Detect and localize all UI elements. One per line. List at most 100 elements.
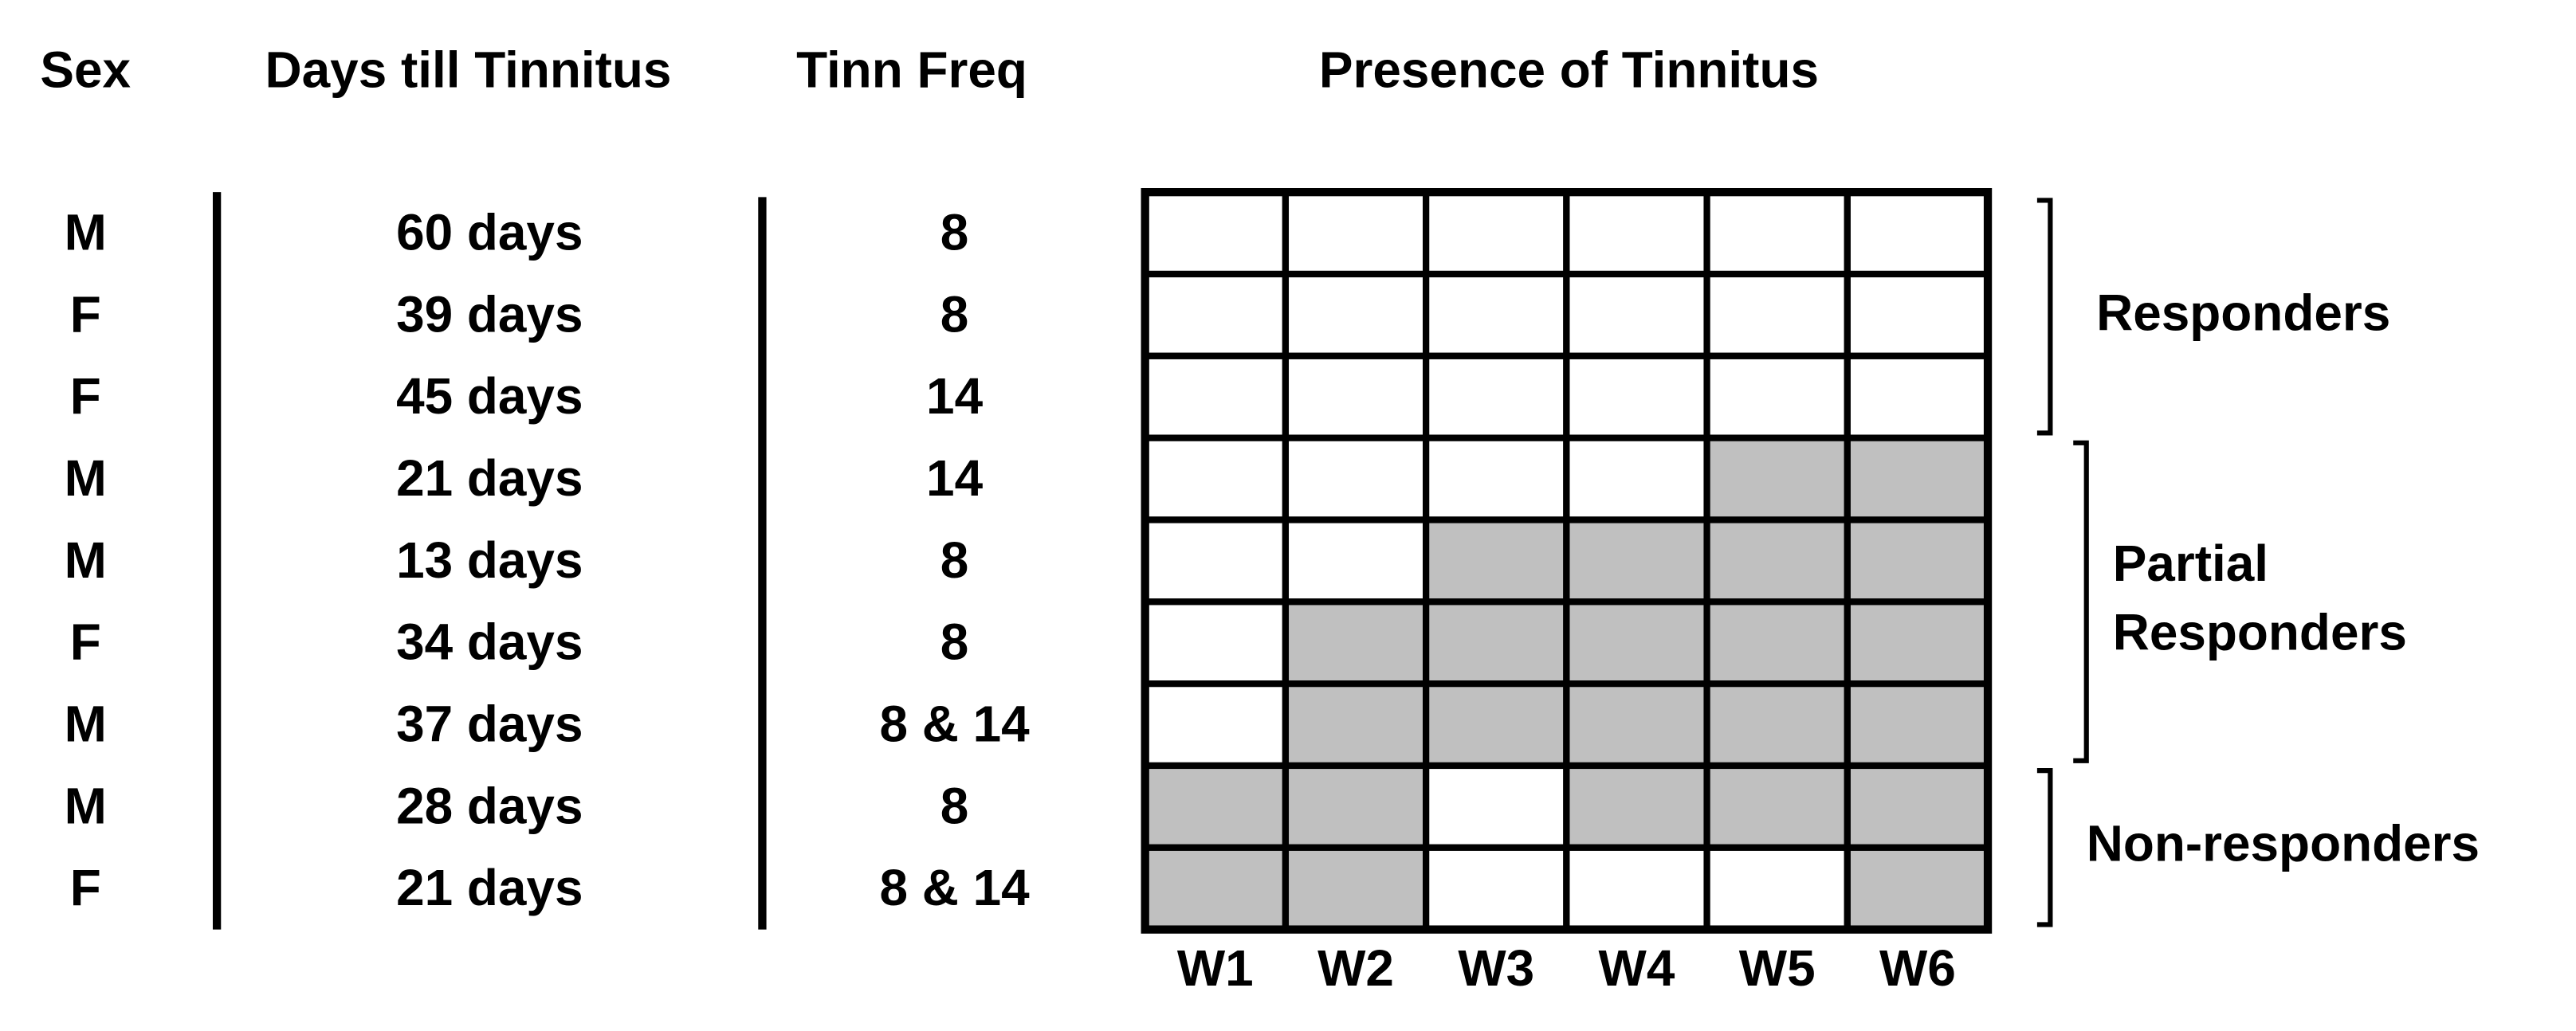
presence-cell (1703, 352, 1851, 441)
presence-cell (1563, 516, 1710, 606)
presence-cell (1703, 762, 1851, 851)
days: 45 days (396, 367, 583, 425)
days: 37 days (396, 696, 583, 753)
freq: 14 (926, 449, 984, 507)
presence-cell (1141, 189, 1290, 278)
presence-cell (1282, 680, 1430, 770)
week-label: W6 (1879, 939, 1956, 997)
presence-cell (1423, 434, 1570, 523)
sex: F (70, 285, 101, 343)
presence-cell (1563, 762, 1710, 851)
days: 13 days (396, 531, 583, 589)
days: 21 days (396, 449, 583, 507)
sex: F (70, 859, 101, 916)
presence-cell (1844, 762, 1992, 851)
presence-cell (1423, 270, 1570, 359)
grid-border (1141, 188, 1993, 934)
presence-cell (1563, 680, 1710, 770)
freq: 8 (940, 614, 969, 671)
presence-cell (1282, 516, 1430, 606)
presence-cell (1844, 352, 1992, 441)
presence-cell (1563, 270, 1710, 359)
freq: 8 (940, 531, 969, 589)
presence-cell (1282, 352, 1430, 441)
presence-cell (1141, 762, 1290, 851)
presence-cell (1282, 270, 1430, 359)
presence-cell (1423, 598, 1570, 688)
header-sex: Sex (40, 41, 131, 99)
bracket (2036, 198, 2053, 436)
presence-cell (1703, 844, 1851, 933)
presence-cell (1141, 844, 1290, 933)
presence-cell (1844, 270, 1992, 359)
presence-cell (1563, 844, 1710, 933)
days: 28 days (396, 777, 583, 834)
presence-cell (1703, 680, 1851, 770)
presence-cell (1703, 270, 1851, 359)
week-label: W5 (1739, 939, 1816, 997)
sex: F (70, 614, 101, 671)
presence-cell (1141, 434, 1290, 523)
presence-cell (1844, 189, 1992, 278)
sex: M (65, 531, 107, 589)
presence-cell (1703, 434, 1851, 523)
presence-cell (1703, 598, 1851, 688)
presence-cell (1423, 844, 1570, 933)
presence-cell (1563, 598, 1710, 688)
days: 34 days (396, 614, 583, 671)
group-label: Responders (2096, 284, 2390, 341)
presence-cell (1141, 516, 1290, 606)
sex: M (65, 777, 107, 834)
freq: 8 (940, 777, 969, 834)
days: 39 days (396, 285, 583, 343)
presence-cell (1282, 434, 1430, 523)
group-label: Partial (2113, 535, 2268, 592)
freq: 8 & 14 (879, 696, 1030, 753)
freq: 14 (926, 367, 984, 425)
days: 60 days (396, 204, 583, 261)
presence-cell (1563, 189, 1710, 278)
presence-cell (1141, 598, 1290, 688)
presence-cell (1423, 680, 1570, 770)
presence-cell (1282, 598, 1430, 688)
presence-cell (1282, 189, 1430, 278)
presence-cell (1423, 352, 1570, 441)
presence-cell (1423, 762, 1570, 851)
bracket (2073, 440, 2089, 763)
bracket (2036, 768, 2053, 927)
header-freq: Tinn Freq (796, 41, 1027, 99)
presence-cell (1282, 844, 1430, 933)
presence-cell (1844, 516, 1992, 606)
presence-cell (1844, 434, 1992, 523)
group-label: Non-responders (2087, 815, 2480, 872)
presence-cell (1282, 762, 1430, 851)
presence-cell (1844, 598, 1992, 688)
week-label: W3 (1458, 939, 1534, 997)
presence-cell (1141, 680, 1290, 770)
sex: M (65, 696, 107, 753)
freq: 8 (940, 285, 969, 343)
sex: M (65, 449, 107, 507)
presence-cell (1844, 680, 1992, 770)
presence-cell (1563, 434, 1710, 523)
week-label: W4 (1599, 939, 1675, 997)
freq: 8 (940, 204, 969, 261)
presence-cell (1703, 516, 1851, 606)
presence-cell (1141, 270, 1290, 359)
week-label: W1 (1177, 939, 1254, 997)
week-label: W2 (1317, 939, 1394, 997)
freq: 8 & 14 (879, 859, 1030, 916)
header-presence: Presence of Tinnitus (1319, 41, 1819, 99)
presence-cell (1423, 189, 1570, 278)
sex: M (65, 204, 107, 261)
presence-cell (1141, 352, 1290, 441)
group-label: Responders (2113, 603, 2407, 661)
presence-cell (1423, 516, 1570, 606)
sex: F (70, 367, 101, 425)
presence-cell (1844, 844, 1992, 933)
header-days: Days till Tinnitus (265, 41, 672, 99)
presence-cell (1703, 189, 1851, 278)
days: 21 days (396, 859, 583, 916)
